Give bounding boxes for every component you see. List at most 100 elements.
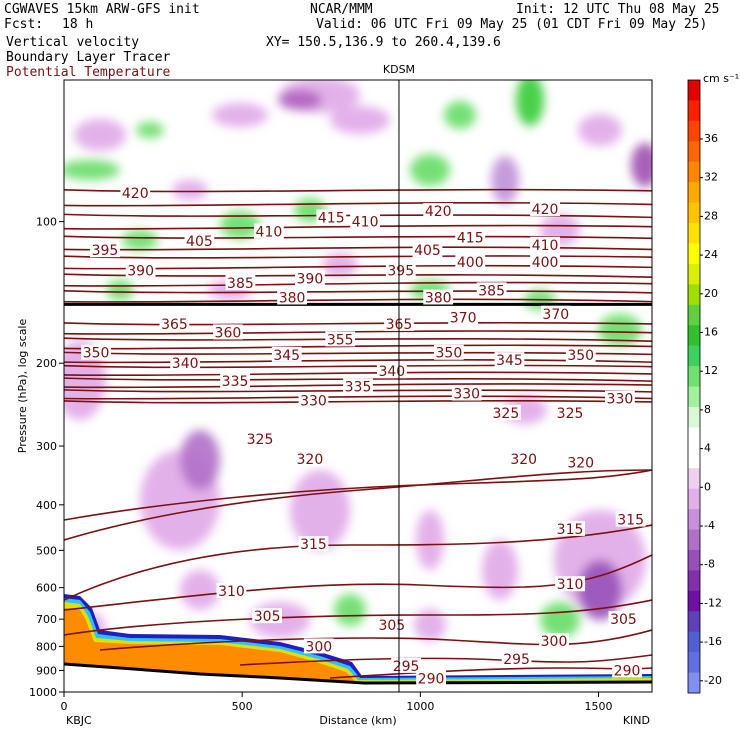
theta-label-bg — [530, 200, 560, 216]
forecast-label: Fcst: — [4, 17, 44, 32]
theta-label-bg — [220, 372, 250, 388]
theta-label: 310 — [557, 577, 584, 593]
theta-label: 320 — [297, 452, 324, 468]
theta-label: 355 — [327, 332, 354, 348]
theta-line — [64, 389, 652, 393]
theta-label-bg — [81, 344, 111, 360]
theta-label-bg — [298, 392, 329, 408]
x-tick-label: 1000 — [406, 700, 434, 713]
theta-label-bg — [476, 282, 507, 298]
theta-label-bg — [494, 352, 525, 368]
theta-line — [64, 599, 652, 636]
theta-label-bg — [225, 274, 256, 290]
theta-label-bg — [416, 670, 446, 686]
theta-label: 305 — [610, 612, 637, 628]
theta-label-bg — [170, 355, 201, 371]
theta-label-bg — [343, 378, 373, 394]
theta-label-bg — [448, 309, 479, 325]
terrain-line — [64, 662, 652, 685]
colorbar-swatch — [688, 100, 700, 122]
boundary-layer-tracer — [64, 594, 652, 692]
theta-label: 385 — [227, 276, 254, 292]
colorbar-tick-label: 28 — [704, 209, 718, 222]
y-tick-label: 500 — [36, 544, 57, 557]
colorbar-tick-label: 0 — [704, 480, 711, 493]
theta-label: 380 — [279, 291, 306, 307]
colorbar-swatch — [688, 468, 700, 490]
y-tick-label: 200 — [36, 357, 57, 370]
model-title: CGWAVES 15km ARW-GFS init — [4, 2, 200, 17]
theta-label: 295 — [503, 652, 530, 668]
y-axis-label: Pressure (hPa), log scale — [16, 319, 29, 454]
theta-label-bg — [423, 289, 454, 305]
theta-label-bg — [412, 242, 443, 258]
colorbar-swatch — [688, 304, 700, 326]
theta-label-bg — [325, 331, 356, 347]
theta-label: 305 — [378, 618, 405, 634]
colorbar-swatch — [688, 243, 700, 265]
theta-label-bg — [433, 344, 464, 360]
theta-line — [64, 330, 652, 335]
theta-label-bg — [423, 203, 454, 219]
theta-label: 290 — [418, 671, 445, 687]
colorbar-tick-label: 32 — [704, 171, 718, 184]
theta-label-bg — [555, 576, 585, 592]
theta-line — [64, 364, 652, 369]
theta-label: 340 — [172, 356, 199, 372]
theta-label-bg — [530, 236, 560, 252]
theta-label-bg — [294, 270, 325, 286]
theta-label: 415 — [318, 210, 345, 226]
colorbar-swatch — [688, 263, 700, 285]
theta-label: 315 — [557, 522, 584, 538]
colorbar-tick-label: -12 — [704, 596, 722, 609]
theta-label-bg — [159, 315, 190, 331]
theta-line — [64, 351, 652, 356]
colorbar-swatch — [688, 529, 700, 551]
theta-label: 405 — [414, 243, 441, 259]
theta-label-bg — [565, 454, 596, 470]
colorbar-swatch — [688, 325, 700, 347]
colorbar-swatch — [688, 488, 700, 510]
theta-label: 410 — [352, 215, 379, 231]
theta-label-bg — [350, 213, 381, 229]
theta-label: 370 — [450, 311, 477, 327]
colorbar-tick-label: -20 — [704, 674, 722, 687]
theta-label-bg — [539, 633, 569, 649]
theta-label: 335 — [345, 379, 372, 395]
theta-label: 400 — [457, 255, 484, 271]
colorbar-swatch — [688, 386, 700, 408]
theta-label-bg — [252, 608, 283, 624]
theta-label: 325 — [557, 406, 584, 422]
theta-label-bg — [316, 209, 347, 225]
xy-range: XY= 150.5,136.9 to 260.4,139.6 — [266, 35, 501, 50]
theta-label-bg — [298, 536, 329, 552]
theta-label: 330 — [607, 392, 634, 408]
theta-label-bg — [90, 242, 120, 258]
theta-label: 310 — [218, 584, 245, 600]
theta-label: 360 — [215, 325, 242, 341]
right-station: KIND — [623, 714, 650, 727]
colorbar-tick-label: 8 — [704, 403, 711, 416]
y-tick-label: 700 — [36, 613, 57, 626]
theta-line — [64, 524, 652, 601]
theta-label: 350 — [436, 346, 463, 362]
x-tick-label: 1500 — [585, 700, 613, 713]
colorbar-tick-label: -16 — [704, 635, 722, 648]
colorbar-frame — [687, 79, 701, 694]
theta-line — [64, 321, 652, 326]
theta-contours — [64, 188, 652, 679]
colorbar-swatch — [688, 590, 700, 612]
theta-label-bg — [277, 289, 307, 305]
tracer-fill — [64, 608, 652, 692]
colorbar-tick-label: 36 — [704, 132, 718, 145]
y-tick-label: 800 — [36, 640, 57, 653]
y-tick-label: 400 — [36, 499, 57, 512]
theta-line — [64, 281, 652, 287]
theta-label: 320 — [567, 455, 594, 471]
theta-label: 420 — [425, 204, 452, 220]
theta-label: 390 — [297, 271, 324, 287]
theta-line — [64, 469, 652, 521]
colorbar-swatch — [688, 652, 700, 674]
theta-line — [64, 344, 652, 350]
